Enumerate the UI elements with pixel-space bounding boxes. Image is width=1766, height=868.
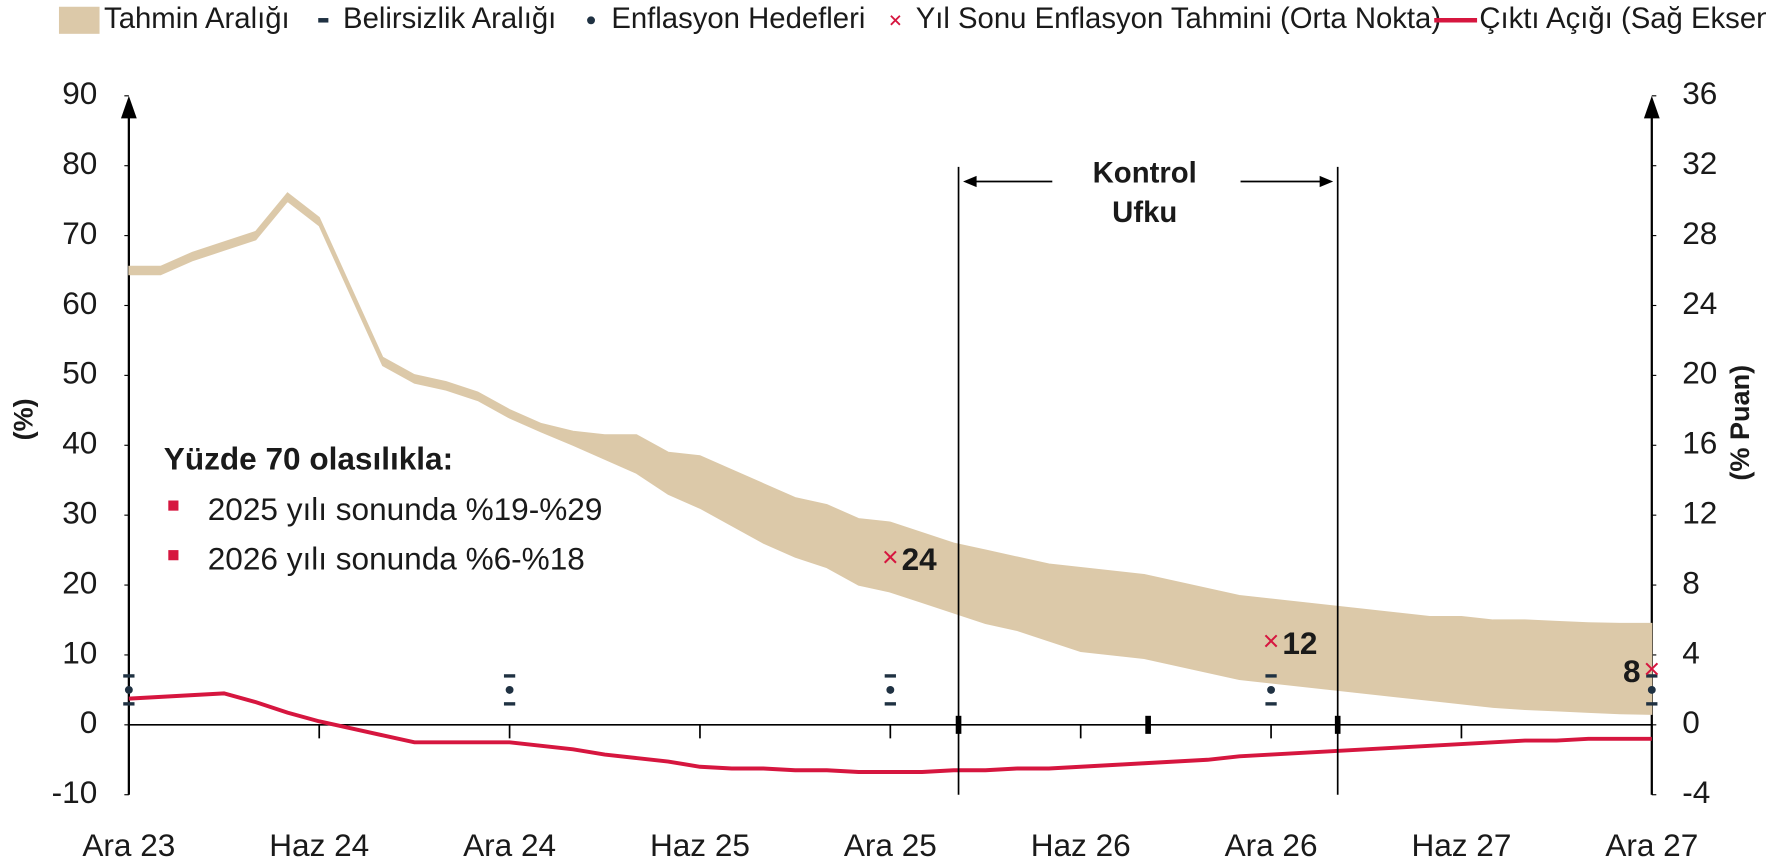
horizon-tick: [1334, 715, 1341, 734]
annotation-item: 2026 yılı sonunda %6-%18: [208, 541, 585, 577]
x-tick-label: Haz 25: [650, 827, 750, 863]
horizon-arrowhead-right: [1319, 175, 1334, 188]
forecast-midpoint: [1645, 662, 1659, 676]
y-tick-label: 20: [62, 564, 97, 600]
inflation-target: [1647, 685, 1656, 694]
y2-axis-arrow: [1643, 95, 1660, 119]
y2-tick-label: -4: [1682, 774, 1710, 810]
inflation-target: [124, 685, 133, 694]
inflation-target: [505, 685, 514, 694]
inflation-target: [886, 685, 895, 694]
horizon-tick: [1145, 715, 1151, 734]
x-tick-label: Ara 25: [844, 827, 937, 863]
y2-tick-label: 8: [1682, 564, 1700, 600]
data-label: 24: [902, 541, 938, 577]
inflation-target: [1267, 685, 1276, 694]
legend-item: Çıktı Açığı (Sağ Eksen): [1434, 2, 1766, 35]
legend-swatch: [58, 6, 100, 34]
data-label: 8: [1623, 653, 1641, 689]
y-tick-label: 10: [62, 634, 97, 670]
y-tick-label: 60: [62, 285, 97, 321]
annotation-title: Yüzde 70 olasılıkla:: [164, 440, 453, 476]
annotation-item: 2025 yılı sonunda %19-%29: [208, 491, 603, 527]
y2-tick-label: 20: [1682, 355, 1717, 391]
y2-tick-label: 12: [1682, 495, 1717, 531]
y2-tick-label: 0: [1682, 704, 1700, 740]
legend-item: Yıl Sonu Enflasyon Tahmini (Orta Nokta): [890, 2, 1441, 35]
y-tick-label: 70: [62, 215, 97, 251]
x-tick-label: Ara 23: [82, 827, 175, 863]
horizon-arrowhead-left: [963, 175, 977, 188]
y2-tick-label: 36: [1682, 75, 1717, 111]
forecast-band: [128, 192, 1653, 715]
x-tick-label: Ara 27: [1605, 827, 1698, 863]
legend-item: Tahmin Aralığı: [58, 2, 290, 35]
annotation-bullet: [168, 550, 179, 561]
x-tick-label: Haz 27: [1411, 827, 1511, 863]
legend-label: Tahmin Aralığı: [104, 2, 290, 35]
control-horizon-label: Ufku: [1112, 196, 1177, 229]
x-tick-label: Ara 26: [1225, 827, 1318, 863]
y-axis-arrow: [120, 95, 137, 119]
y2-tick-label: 4: [1682, 634, 1700, 670]
control-horizon-label: Kontrol: [1093, 156, 1197, 189]
output-gap-line: [128, 691, 1652, 774]
legend-swatch: [890, 15, 901, 26]
data-label: 12: [1282, 625, 1317, 661]
forecast-midpoint: [883, 550, 897, 564]
y2-tick-label: 32: [1682, 145, 1717, 181]
y-tick-label: 30: [62, 495, 97, 531]
x-tick-label: Haz 24: [269, 827, 369, 863]
legend-item: Belirsizlik Aralığı: [318, 2, 556, 35]
y2-tick-label: 28: [1682, 215, 1717, 251]
legend-item: Enflasyon Hedefleri: [587, 2, 865, 35]
legend-label: Yıl Sonu Enflasyon Tahmini (Orta Nokta): [916, 2, 1441, 35]
horizon-tick: [955, 715, 962, 734]
x-tick-label: Ara 24: [463, 827, 556, 863]
legend-swatch: [587, 16, 595, 25]
forecast-midpoint: [1264, 634, 1278, 648]
y2-tick-label: 24: [1682, 285, 1717, 321]
annotation-bullet: [168, 500, 179, 511]
legend-label: Enflasyon Hedefleri: [611, 2, 865, 35]
y-tick-label: 90: [62, 75, 97, 111]
x-tick-label: Haz 26: [1031, 827, 1131, 863]
y-tick-label: 0: [80, 704, 98, 740]
y-tick-label: 40: [62, 425, 97, 461]
y-tick-label: 50: [62, 355, 97, 391]
y-tick-label: 80: [62, 145, 97, 181]
legend-label: Çıktı Açığı (Sağ Eksen): [1479, 2, 1766, 35]
y-tick-label: -10: [52, 774, 98, 810]
legend-label: Belirsizlik Aralığı: [343, 2, 556, 35]
y2-tick-label: 16: [1682, 425, 1717, 461]
y2-axis-label: (% Puan): [1725, 365, 1755, 481]
y-axis-label: (%): [8, 398, 38, 440]
